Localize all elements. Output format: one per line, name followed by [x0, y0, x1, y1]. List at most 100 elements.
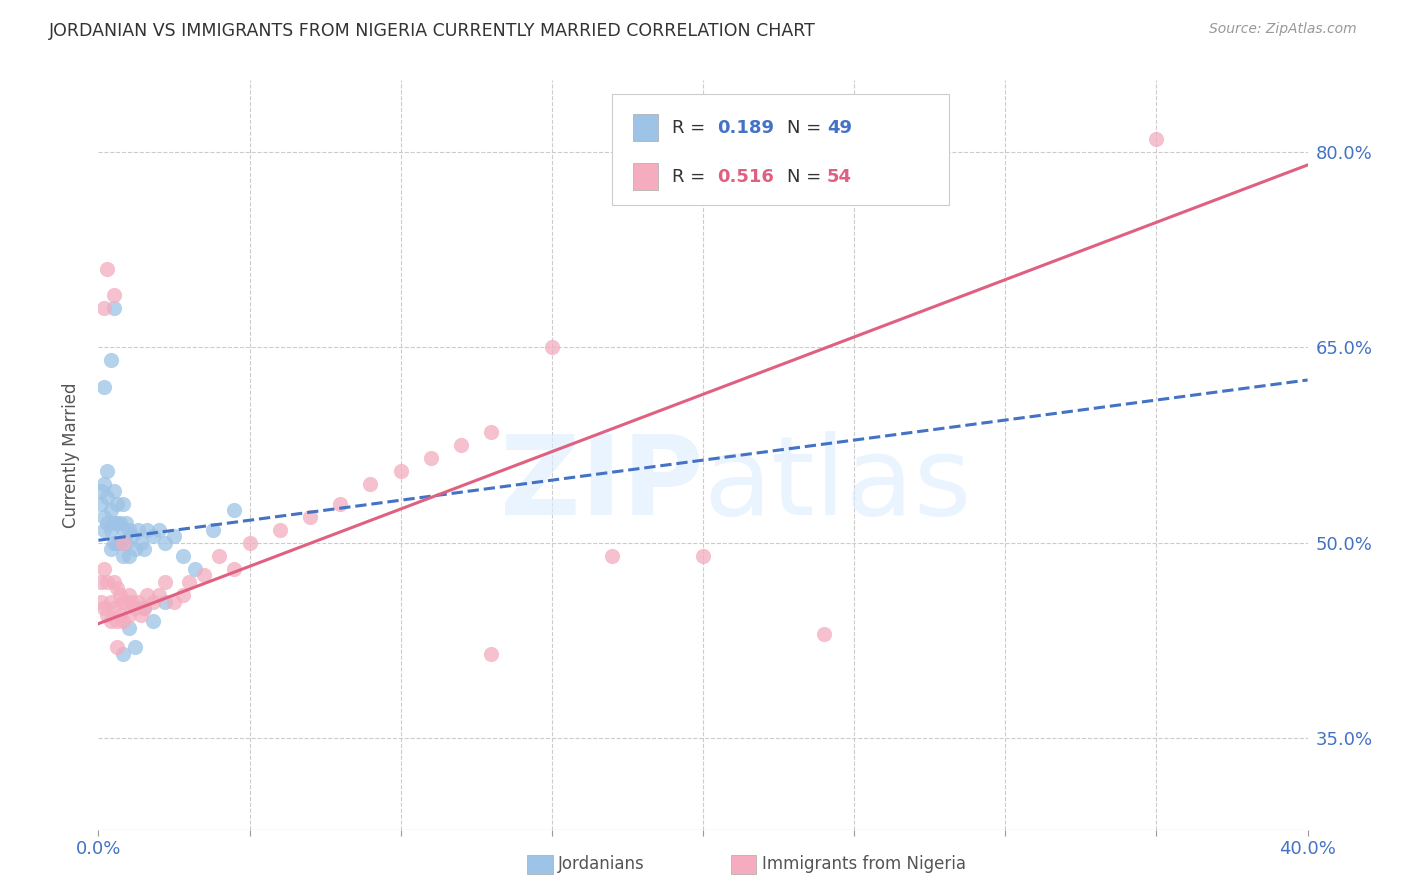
Point: [96, 490, 118, 504]
Point: [153, 536, 176, 550]
Point: [93, 301, 115, 316]
Point: [100, 542, 122, 557]
Point: [142, 529, 165, 543]
Point: [105, 614, 128, 628]
Point: [269, 523, 291, 537]
Point: [100, 353, 122, 368]
Point: [90, 497, 112, 511]
Point: [179, 574, 201, 589]
Point: [1144, 132, 1167, 146]
Point: [93, 562, 115, 576]
Point: [100, 523, 122, 537]
Text: N =: N =: [787, 119, 827, 136]
Point: [132, 542, 155, 557]
Point: [111, 614, 134, 628]
Point: [105, 640, 128, 654]
Point: [329, 497, 352, 511]
Point: [118, 621, 141, 635]
Text: N =: N =: [787, 168, 827, 186]
Point: [184, 562, 207, 576]
Text: 49: 49: [827, 119, 852, 136]
Point: [172, 549, 194, 563]
Point: [481, 647, 503, 661]
Point: [90, 594, 112, 608]
Point: [103, 483, 125, 498]
Point: [90, 483, 112, 498]
Point: [153, 594, 176, 608]
Text: ZIP: ZIP: [499, 432, 703, 539]
Point: [540, 340, 562, 354]
Point: [108, 588, 131, 602]
Point: [105, 582, 128, 596]
Point: [118, 607, 141, 622]
Point: [93, 601, 115, 615]
Point: [142, 594, 165, 608]
Point: [100, 614, 122, 628]
Point: [124, 601, 146, 615]
Point: [602, 549, 624, 563]
Point: [118, 549, 141, 563]
Point: [360, 477, 382, 491]
Point: [105, 497, 128, 511]
Point: [114, 516, 136, 531]
Point: [132, 601, 155, 615]
Point: [105, 536, 128, 550]
Point: [202, 523, 225, 537]
Point: [93, 477, 115, 491]
Point: [103, 288, 125, 302]
Point: [118, 588, 141, 602]
Point: [420, 451, 443, 466]
Point: [148, 588, 170, 602]
Point: [118, 523, 141, 537]
Point: [224, 562, 246, 576]
Point: [127, 523, 149, 537]
Point: [172, 588, 194, 602]
Point: [121, 529, 143, 543]
Point: [450, 438, 472, 452]
Text: Source: ZipAtlas.com: Source: ZipAtlas.com: [1209, 22, 1357, 37]
Point: [121, 594, 143, 608]
Point: [111, 594, 134, 608]
Text: Jordanians: Jordanians: [558, 855, 645, 873]
Point: [124, 542, 146, 557]
Point: [103, 574, 125, 589]
Point: [108, 536, 131, 550]
Point: [129, 536, 152, 550]
Point: [127, 594, 149, 608]
Point: [135, 588, 157, 602]
Point: [93, 523, 115, 537]
Point: [163, 529, 186, 543]
Point: [389, 464, 412, 478]
Point: [813, 627, 835, 641]
Point: [111, 523, 134, 537]
Point: [692, 549, 714, 563]
Point: [153, 574, 176, 589]
Point: [124, 640, 146, 654]
Point: [96, 607, 118, 622]
Text: JORDANIAN VS IMMIGRANTS FROM NIGERIA CURRENTLY MARRIED CORRELATION CHART: JORDANIAN VS IMMIGRANTS FROM NIGERIA CUR…: [49, 22, 815, 40]
Point: [132, 601, 155, 615]
Point: [114, 536, 136, 550]
Point: [96, 574, 118, 589]
Point: [129, 607, 152, 622]
Point: [111, 647, 134, 661]
Point: [103, 301, 125, 316]
Text: Immigrants from Nigeria: Immigrants from Nigeria: [762, 855, 966, 873]
Text: 0.189: 0.189: [717, 119, 775, 136]
Point: [108, 516, 131, 531]
Point: [100, 503, 122, 517]
Point: [299, 509, 322, 524]
Point: [93, 509, 115, 524]
Point: [142, 614, 165, 628]
Point: [103, 516, 125, 531]
Point: [93, 379, 115, 393]
Point: [481, 425, 503, 439]
Y-axis label: Currently Married: Currently Married: [62, 382, 80, 528]
Point: [148, 523, 170, 537]
Point: [111, 549, 134, 563]
Text: R =: R =: [672, 168, 711, 186]
Text: atlas: atlas: [703, 432, 972, 539]
Point: [105, 516, 128, 531]
Point: [163, 594, 186, 608]
Point: [114, 594, 136, 608]
